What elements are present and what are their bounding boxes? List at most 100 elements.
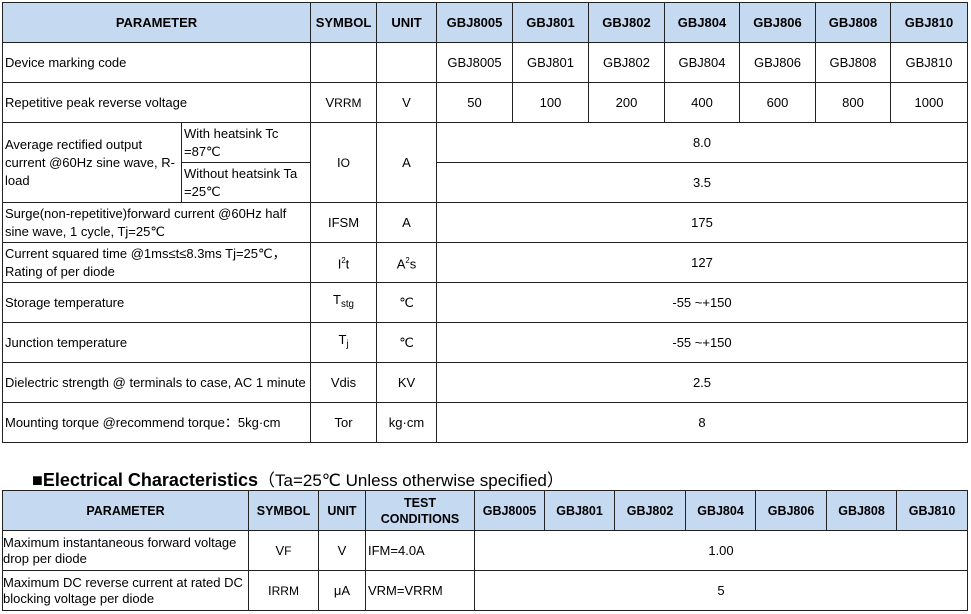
- condition-cell: Without heatsink Ta =25℃: [181, 162, 311, 203]
- electrical-characteristics-table: PARAMETER SYMBOL UNIT TEST CONDITIONS GB…: [2, 490, 968, 611]
- header-row: PARAMETER SYMBOL UNIT GBJ8005 GBJ801 GBJ…: [2, 2, 968, 43]
- condition-cell: With heatsink Tc =87℃: [181, 122, 311, 163]
- value-cell: 175: [436, 202, 968, 243]
- header-model: GBJ801: [512, 2, 589, 43]
- symbol-sub: FSM: [331, 214, 360, 230]
- unit-text: A: [396, 256, 406, 272]
- condition-cell: VRM=VRRM: [365, 570, 475, 611]
- symbol-sub: F: [284, 543, 292, 558]
- unit-cell: ℃: [376, 322, 437, 363]
- header-model: GBJ801: [544, 490, 615, 531]
- table-row: Without heatsink Ta =25℃ 3.5: [3, 162, 968, 203]
- value-cell: 8: [436, 402, 968, 443]
- header-unit: UNIT: [376, 2, 437, 43]
- table-row: Surge(non-repetitive)forward current @60…: [2, 202, 968, 243]
- symbol-text: I: [337, 256, 342, 272]
- section-note: （Ta=25℃ Unless otherwise specified）: [258, 471, 564, 490]
- value-cell: 2.5: [436, 362, 968, 403]
- table-row: Current squared time @1ms≤t≤8.3ms Tj=25℃…: [2, 242, 968, 283]
- value-cell: 3.5: [436, 162, 968, 203]
- table-row: Junction temperature Tj ℃ -55 ~+150: [2, 322, 968, 363]
- param-cell: Device marking code: [2, 42, 311, 83]
- symbol-cell: VF: [248, 530, 319, 571]
- value-cell: 1.00: [474, 530, 968, 571]
- section-title-text: Electrical Characteristics: [42, 470, 258, 490]
- symbol-cell: I2t: [310, 242, 377, 283]
- param-cell: Mounting torque @recommend torque：5kg·cm: [2, 402, 311, 443]
- symbol-sub: stg: [340, 299, 354, 310]
- value-cell: -55 ~+150: [436, 322, 968, 363]
- value-cell: 400: [664, 82, 740, 123]
- value-cell: -55 ~+150: [436, 282, 968, 323]
- symbol-text: I: [268, 582, 272, 598]
- unit-cell: A: [376, 122, 437, 203]
- value-cell: 800: [815, 82, 891, 123]
- value-cell: 1000: [890, 82, 968, 123]
- param-cell: Average rectified output current @60Hz s…: [2, 122, 182, 203]
- symbol-text: V: [325, 94, 335, 110]
- header-model: GBJ808: [826, 490, 897, 531]
- value-cell: GBJ808: [815, 42, 891, 83]
- value-cell: 100: [512, 82, 589, 123]
- header-model: GBJ806: [739, 2, 816, 43]
- param-cell: Storage temperature: [2, 282, 311, 323]
- maximum-ratings-table: PARAMETER SYMBOL UNIT GBJ8005 GBJ801 GBJ…: [2, 2, 968, 443]
- unit-cell: μA: [318, 570, 366, 611]
- symbol-end: t: [345, 256, 350, 272]
- value-cell: GBJ804: [664, 42, 740, 83]
- symbol-cell: [310, 42, 377, 83]
- param-cell: Dielectric strength @ terminals to case,…: [2, 362, 311, 403]
- table-row: Dielectric strength @ terminals to case,…: [2, 362, 968, 403]
- header-model: GBJ808: [815, 2, 891, 43]
- header-symbol: SYMBOL: [248, 490, 319, 531]
- table-row: Device marking code GBJ8005 GBJ801 GBJ80…: [2, 42, 968, 83]
- symbol-text: I: [337, 154, 341, 170]
- symbol-cell: VRRM: [310, 82, 377, 123]
- condition-cell: IFM=4.0A: [365, 530, 475, 571]
- header-model: GBJ8005: [436, 2, 513, 43]
- symbol-sup: 2: [341, 255, 346, 265]
- unit-cell: V: [376, 82, 437, 123]
- header-model: GBJ804: [664, 2, 740, 43]
- unit-cell: KV: [376, 362, 437, 403]
- value-cell: 600: [739, 82, 816, 123]
- symbol-sub: RRM: [271, 583, 299, 598]
- table-row: Average rectified output current @60Hz s…: [2, 122, 968, 203]
- value-cell: GBJ806: [739, 42, 816, 83]
- value-cell: GBJ801: [512, 42, 589, 83]
- table-row: Maximum instantaneous forward voltage dr…: [2, 530, 968, 571]
- symbol-cell: Tor: [310, 402, 377, 443]
- header-unit: UNIT: [318, 490, 366, 531]
- symbol-sub: j: [346, 339, 349, 350]
- value-cell: 127: [436, 242, 968, 283]
- symbol-cell: IO: [310, 122, 377, 203]
- value-cell: GBJ802: [588, 42, 665, 83]
- unit-end: s: [409, 256, 417, 272]
- header-symbol: SYMBOL: [310, 2, 377, 43]
- header-row: PARAMETER SYMBOL UNIT TEST CONDITIONS GB…: [2, 490, 968, 531]
- header-model: GBJ806: [755, 490, 827, 531]
- bullet-icon: ■: [32, 470, 43, 490]
- header-model: GBJ810: [890, 2, 968, 43]
- unit-cell: ℃: [376, 282, 437, 323]
- symbol-text: T: [338, 332, 347, 347]
- table-row: Mounting torque @recommend torque：5kg·cm…: [2, 402, 968, 443]
- param-cell: Repetitive peak reverse voltage: [2, 82, 311, 123]
- table-row: Maximum DC reverse current at rated DC b…: [2, 570, 968, 611]
- header-model: GBJ802: [614, 490, 686, 531]
- header-model: GBJ810: [896, 490, 968, 531]
- table-row: Storage temperature Tstg ℃ -55 ~+150: [2, 282, 968, 323]
- header-test-conditions: TEST CONDITIONS: [365, 490, 475, 531]
- unit-sup: 2: [405, 255, 410, 265]
- header-parameter: PARAMETER: [2, 490, 249, 531]
- symbol-cell: Vdis: [310, 362, 377, 403]
- unit-cell: [376, 42, 437, 83]
- symbol-cell: Tj: [310, 322, 377, 363]
- symbol-text: V: [275, 542, 285, 558]
- value-cell: 200: [588, 82, 665, 123]
- param-cell: Current squared time @1ms≤t≤8.3ms Tj=25℃…: [2, 242, 311, 283]
- header-model: GBJ804: [685, 490, 756, 531]
- value-cell: GBJ8005: [436, 42, 513, 83]
- unit-cell: A: [376, 202, 437, 243]
- symbol-sub: RRM: [334, 95, 362, 110]
